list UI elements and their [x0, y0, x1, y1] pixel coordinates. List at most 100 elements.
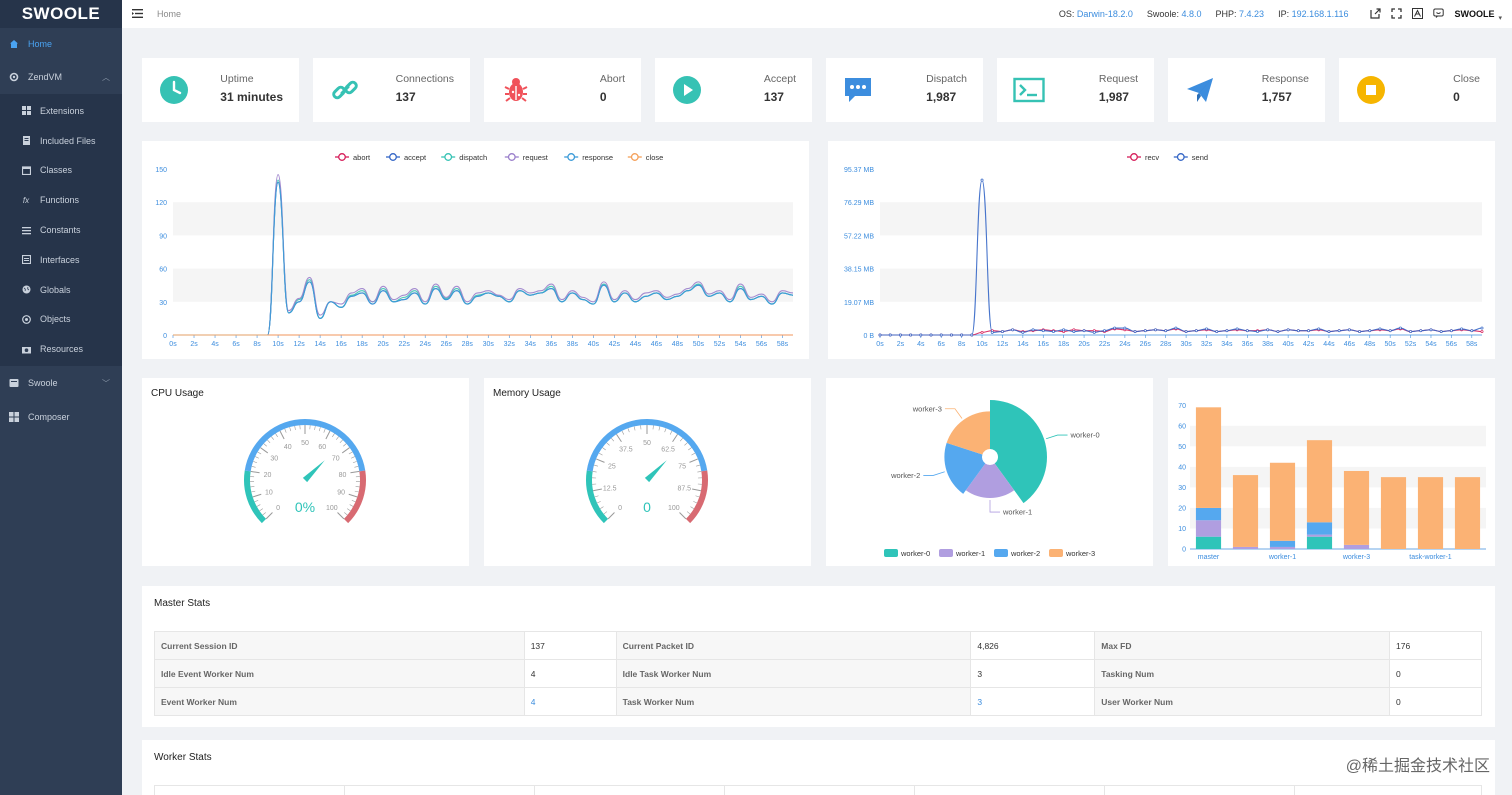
- gauge-tick-label: 75: [678, 463, 686, 470]
- bar-segment-worker-1[interactable]: [1195, 520, 1222, 537]
- sidebar-item-constants[interactable]: Constants: [0, 215, 122, 245]
- document-icon: [21, 255, 31, 265]
- sidebar-item-home[interactable]: Home: [0, 28, 122, 60]
- stat-card-value: 31 minutes: [220, 90, 283, 104]
- legend-item-accept[interactable]: accept: [386, 153, 427, 162]
- breadcrumb[interactable]: Home: [157, 9, 182, 19]
- sidebar-item-swoole[interactable]: Swoole ﹀: [0, 366, 122, 400]
- sidebar-item-functions[interactable]: fx Functions: [0, 185, 122, 215]
- sidebar-item-composer[interactable]: Composer: [0, 400, 122, 434]
- bar-segment-worker-3[interactable]: [1195, 407, 1222, 508]
- series-point-send: [919, 333, 923, 337]
- series-point-send: [1327, 330, 1331, 333]
- series-point-send: [1470, 329, 1474, 333]
- gauge-band: [244, 419, 366, 472]
- send-icon: [1184, 74, 1216, 106]
- x-tick-label: 22s: [399, 341, 411, 348]
- sidebar-item-objects[interactable]: Objects: [0, 305, 122, 335]
- gauge-band: [685, 470, 708, 524]
- x-tick-label: 40s: [1282, 341, 1294, 348]
- bar-segment-worker-3[interactable]: [1232, 475, 1259, 547]
- x-tick-label: 30s: [1180, 341, 1192, 348]
- x-tick-label: 6s: [938, 341, 946, 348]
- legend-item-response[interactable]: response: [564, 153, 613, 162]
- bar-segment-worker-1[interactable]: [1306, 534, 1333, 537]
- series-point-send: [980, 178, 984, 182]
- y-tick-label: 76.29 MB: [844, 200, 874, 207]
- legend-item-worker-1[interactable]: worker-1: [939, 549, 985, 558]
- bar-segment-worker-3[interactable]: [1343, 470, 1370, 545]
- legend-item-close[interactable]: close: [627, 153, 664, 162]
- sidebar-item-included-files[interactable]: Included Files: [0, 126, 122, 156]
- bar-segment-worker-0[interactable]: [1195, 536, 1222, 549]
- bar-segment-worker-0[interactable]: [1306, 536, 1333, 549]
- sidebar-item-interfaces[interactable]: Interfaces: [0, 245, 122, 275]
- fullscreen-icon[interactable]: [1391, 7, 1403, 21]
- stat-key: Idle Event Worker Num: [154, 659, 525, 688]
- bar-segment-worker-3[interactable]: [1417, 477, 1444, 549]
- worker-stats-title: Worker Stats: [154, 752, 212, 763]
- stat-card-value: 1,987: [926, 90, 957, 104]
- y-tick-label: 50: [1178, 444, 1186, 451]
- stat-card-text: Request 1,987: [1099, 73, 1138, 104]
- sidebar-item-zendvm[interactable]: ZendVM ︿: [0, 60, 122, 94]
- pie-slice-worker-1[interactable]: [965, 463, 1015, 499]
- gauge-band: [244, 470, 267, 524]
- stat-key: Current Packet ID: [615, 631, 972, 660]
- bar-segment-worker-1[interactable]: [1343, 544, 1370, 549]
- legend-item-send[interactable]: send: [1173, 153, 1208, 162]
- legend-item-worker-2[interactable]: worker-2: [994, 549, 1040, 558]
- y-tick-label: 60: [159, 267, 167, 274]
- bar-segment-worker-1[interactable]: [1232, 546, 1259, 549]
- gauge-tick-label: 0: [618, 505, 622, 512]
- stat-value[interactable]: 3: [970, 687, 1096, 716]
- font-size-icon[interactable]: [1412, 7, 1424, 21]
- gauge-value: 0: [643, 499, 651, 515]
- legend-item-request[interactable]: request: [504, 153, 549, 162]
- x-tick-label: 2s: [897, 341, 905, 348]
- swoole-logo[interactable]: SWOOLE: [1454, 9, 1495, 19]
- sidebar-item-globals[interactable]: Globals: [0, 275, 122, 305]
- pie-slice-worker-0[interactable]: [990, 400, 1047, 504]
- feedback-icon[interactable]: [1433, 8, 1445, 21]
- pie-slice-worker-2[interactable]: [944, 442, 986, 494]
- bar-segment-worker-3[interactable]: [1269, 462, 1296, 541]
- stat-key: Event Worker Num: [154, 687, 525, 716]
- x-tick-label: 44s: [630, 341, 642, 348]
- legend-item-dispatch[interactable]: dispatch: [441, 153, 487, 162]
- x-tick-label: 10s: [976, 341, 988, 348]
- sidebar-item-classes[interactable]: Classes: [0, 156, 122, 186]
- gauge-tick-label: 100: [326, 505, 338, 512]
- legend-item-abort[interactable]: abort: [335, 153, 371, 162]
- sidebar-item-resources[interactable]: Resources: [0, 334, 122, 364]
- legend-item-worker-3[interactable]: worker-3: [1049, 549, 1095, 558]
- series-point-send: [1082, 329, 1086, 333]
- sidebar-logo[interactable]: SWOOLE: [0, 0, 122, 28]
- stat-value[interactable]: 4: [523, 687, 617, 716]
- ip-info: IP: 192.168.1.116: [1278, 9, 1349, 19]
- bar-segment-worker-3[interactable]: [1306, 440, 1333, 523]
- bar-segment-worker-3[interactable]: [1380, 477, 1407, 549]
- y-tick-label: 95.37 MB: [844, 167, 874, 174]
- stat-card-text: Dispatch 1,987: [926, 73, 967, 104]
- chevron-down-icon[interactable]: ▾: [1498, 15, 1502, 22]
- cpu-usage-title: CPU Usage: [151, 388, 204, 399]
- menu-toggle-icon[interactable]: [132, 8, 143, 20]
- series-point-send: [1092, 330, 1096, 334]
- stat-card-value: 0: [1453, 90, 1460, 104]
- legend-item-worker-0[interactable]: worker-0: [884, 549, 930, 558]
- legend-item-recv[interactable]: recv: [1127, 153, 1159, 162]
- bar-segment-worker-2[interactable]: [1195, 507, 1222, 521]
- pie-slice-worker-3[interactable]: [946, 411, 990, 455]
- bar-segment-worker-2[interactable]: [1306, 522, 1333, 535]
- x-tick-label: 14s: [314, 341, 326, 348]
- bar-segment-worker-3[interactable]: [1454, 477, 1481, 549]
- external-link-icon[interactable]: [1370, 7, 1382, 21]
- sidebar-item-label: Interfaces: [40, 254, 80, 265]
- y-tick-label: 90: [159, 233, 167, 240]
- bar-segment-worker-1[interactable]: [1269, 546, 1296, 549]
- sidebar-item-extensions[interactable]: Extensions: [0, 96, 122, 126]
- series-point-send: [1194, 329, 1198, 333]
- x-tick-label: 24s: [420, 341, 432, 348]
- bar-segment-worker-2[interactable]: [1269, 540, 1296, 547]
